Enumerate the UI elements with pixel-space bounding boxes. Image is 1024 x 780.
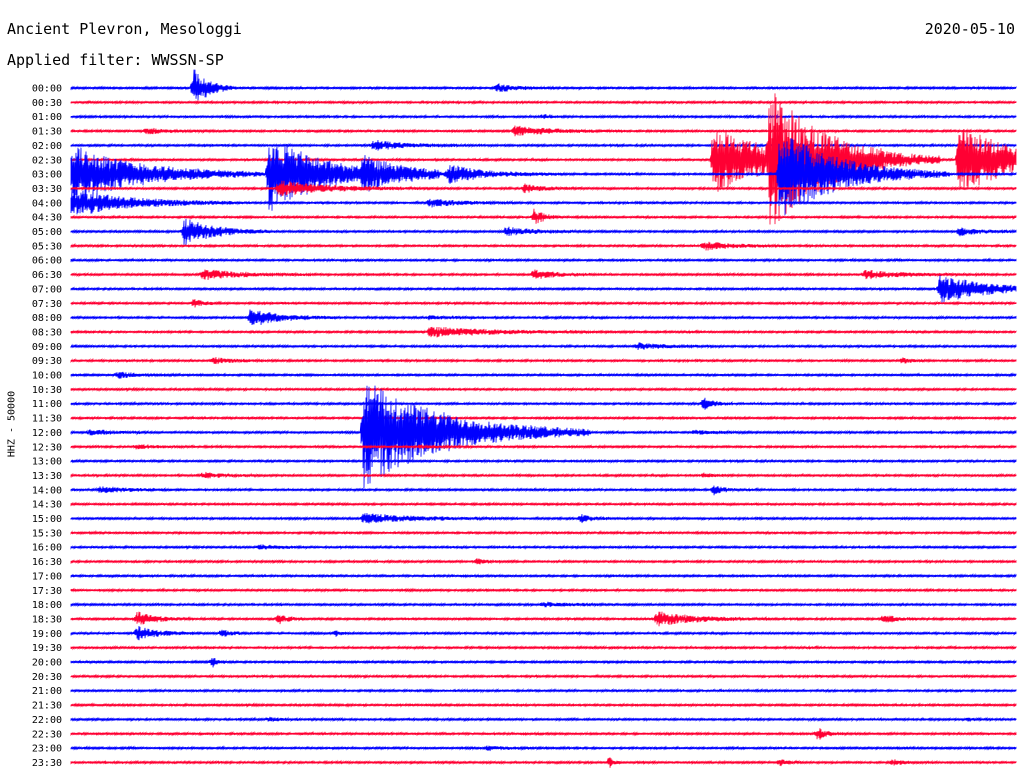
row-time-label: 06:30 xyxy=(32,270,62,281)
row-time-label: 19:00 xyxy=(32,629,62,640)
row-time-label: 10:30 xyxy=(32,385,62,396)
row-time-label: 21:00 xyxy=(32,686,62,697)
row-time-label: 16:00 xyxy=(32,543,62,554)
row-time-label: 05:00 xyxy=(32,227,62,238)
row-time-label: 13:30 xyxy=(32,471,62,482)
row-time-label: 15:30 xyxy=(32,528,62,539)
row-time-label: 06:00 xyxy=(32,256,62,267)
row-time-label: 11:30 xyxy=(32,414,62,425)
row-time-label: 18:30 xyxy=(32,614,62,625)
row-time-label: 14:30 xyxy=(32,500,62,511)
row-time-label: 03:30 xyxy=(32,184,62,195)
row-time-label: 20:00 xyxy=(32,658,62,669)
row-time-label: 13:00 xyxy=(32,457,62,468)
row-time-label: 04:00 xyxy=(32,198,62,209)
row-time-label: 02:30 xyxy=(32,155,62,166)
row-time-label: 17:00 xyxy=(32,571,62,582)
row-time-label: 09:30 xyxy=(32,356,62,367)
trace-line-1200 xyxy=(70,385,1017,488)
row-time-label: 04:30 xyxy=(32,213,62,224)
row-time-label: 00:00 xyxy=(32,84,62,95)
trace-line-0400 xyxy=(70,188,1017,215)
row-time-label: 22:00 xyxy=(32,715,62,726)
row-time-label: 05:30 xyxy=(32,241,62,252)
trace-line-0230 xyxy=(70,93,1017,225)
row-time-label: 07:30 xyxy=(32,299,62,310)
row-time-label: 18:00 xyxy=(32,600,62,611)
row-time-label: 03:00 xyxy=(32,170,62,181)
row-time-label: 17:30 xyxy=(32,586,62,597)
row-time-label: 22:30 xyxy=(32,729,62,740)
row-time-label: 11:00 xyxy=(32,399,62,410)
row-time-label: 23:30 xyxy=(32,758,62,769)
date-label: 2020-05-10 xyxy=(924,20,1015,38)
row-time-label: 00:30 xyxy=(32,98,62,109)
station-title: Ancient Plevron, Mesologgi xyxy=(7,20,242,38)
row-time-label: 19:30 xyxy=(32,643,62,654)
row-time-label: 08:30 xyxy=(32,327,62,338)
row-time-label: 23:00 xyxy=(32,744,62,755)
row-time-label: 14:00 xyxy=(32,485,62,496)
row-time-label: 15:00 xyxy=(32,514,62,525)
row-time-label: 09:00 xyxy=(32,342,62,353)
row-time-label: 01:30 xyxy=(32,127,62,138)
row-time-label: 10:00 xyxy=(32,371,62,382)
filter-label: Applied filter: WWSSN-SP xyxy=(7,51,224,69)
row-time-label: 21:30 xyxy=(32,701,62,712)
trace-line-0430 xyxy=(70,208,1017,224)
row-time-label: 16:30 xyxy=(32,557,62,568)
row-time-label: 07:00 xyxy=(32,284,62,295)
trace-line-0000 xyxy=(70,69,1017,101)
row-time-label: 02:00 xyxy=(32,141,62,152)
row-time-label: 01:00 xyxy=(32,112,62,123)
row-time-label: 08:00 xyxy=(32,313,62,324)
row-time-label: 20:30 xyxy=(32,672,62,683)
row-time-label: 12:30 xyxy=(32,442,62,453)
row-time-label: 12:00 xyxy=(32,428,62,439)
